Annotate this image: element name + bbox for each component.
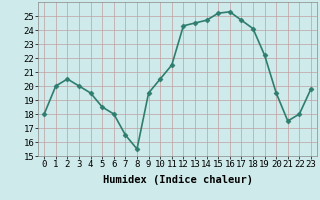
X-axis label: Humidex (Indice chaleur): Humidex (Indice chaleur) — [103, 175, 252, 185]
